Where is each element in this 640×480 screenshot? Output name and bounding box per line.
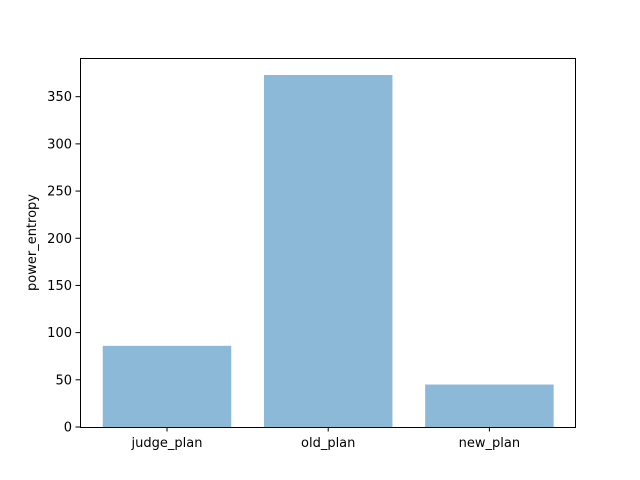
y-tick-label: 150 — [47, 279, 72, 294]
y-tick-label: 350 — [47, 90, 72, 105]
x-tick-label: judge_plan — [131, 436, 203, 451]
y-tick-label: 250 — [47, 185, 72, 200]
y-tick-label: 0 — [64, 421, 72, 436]
y-tick-label: 300 — [47, 137, 72, 152]
y-tick-label: 100 — [47, 326, 72, 341]
y-axis-label: power_entropy — [25, 194, 40, 291]
bar-judge_plan — [102, 345, 232, 427]
bar-old_plan — [263, 74, 393, 427]
y-tick-label: 50 — [55, 373, 72, 388]
y-axis-ticks: 0 50 100 150 200 250 300 350 — [47, 90, 80, 436]
bar-new_plan — [425, 384, 554, 427]
x-axis-ticks: judge_plan old_plan new_plan — [131, 427, 520, 451]
x-tick-label: old_plan — [301, 436, 355, 451]
plot-frame — [80, 58, 576, 428]
x-tick-label: new_plan — [459, 436, 520, 451]
bars-group — [102, 74, 554, 427]
y-tick-label: 200 — [47, 232, 72, 247]
